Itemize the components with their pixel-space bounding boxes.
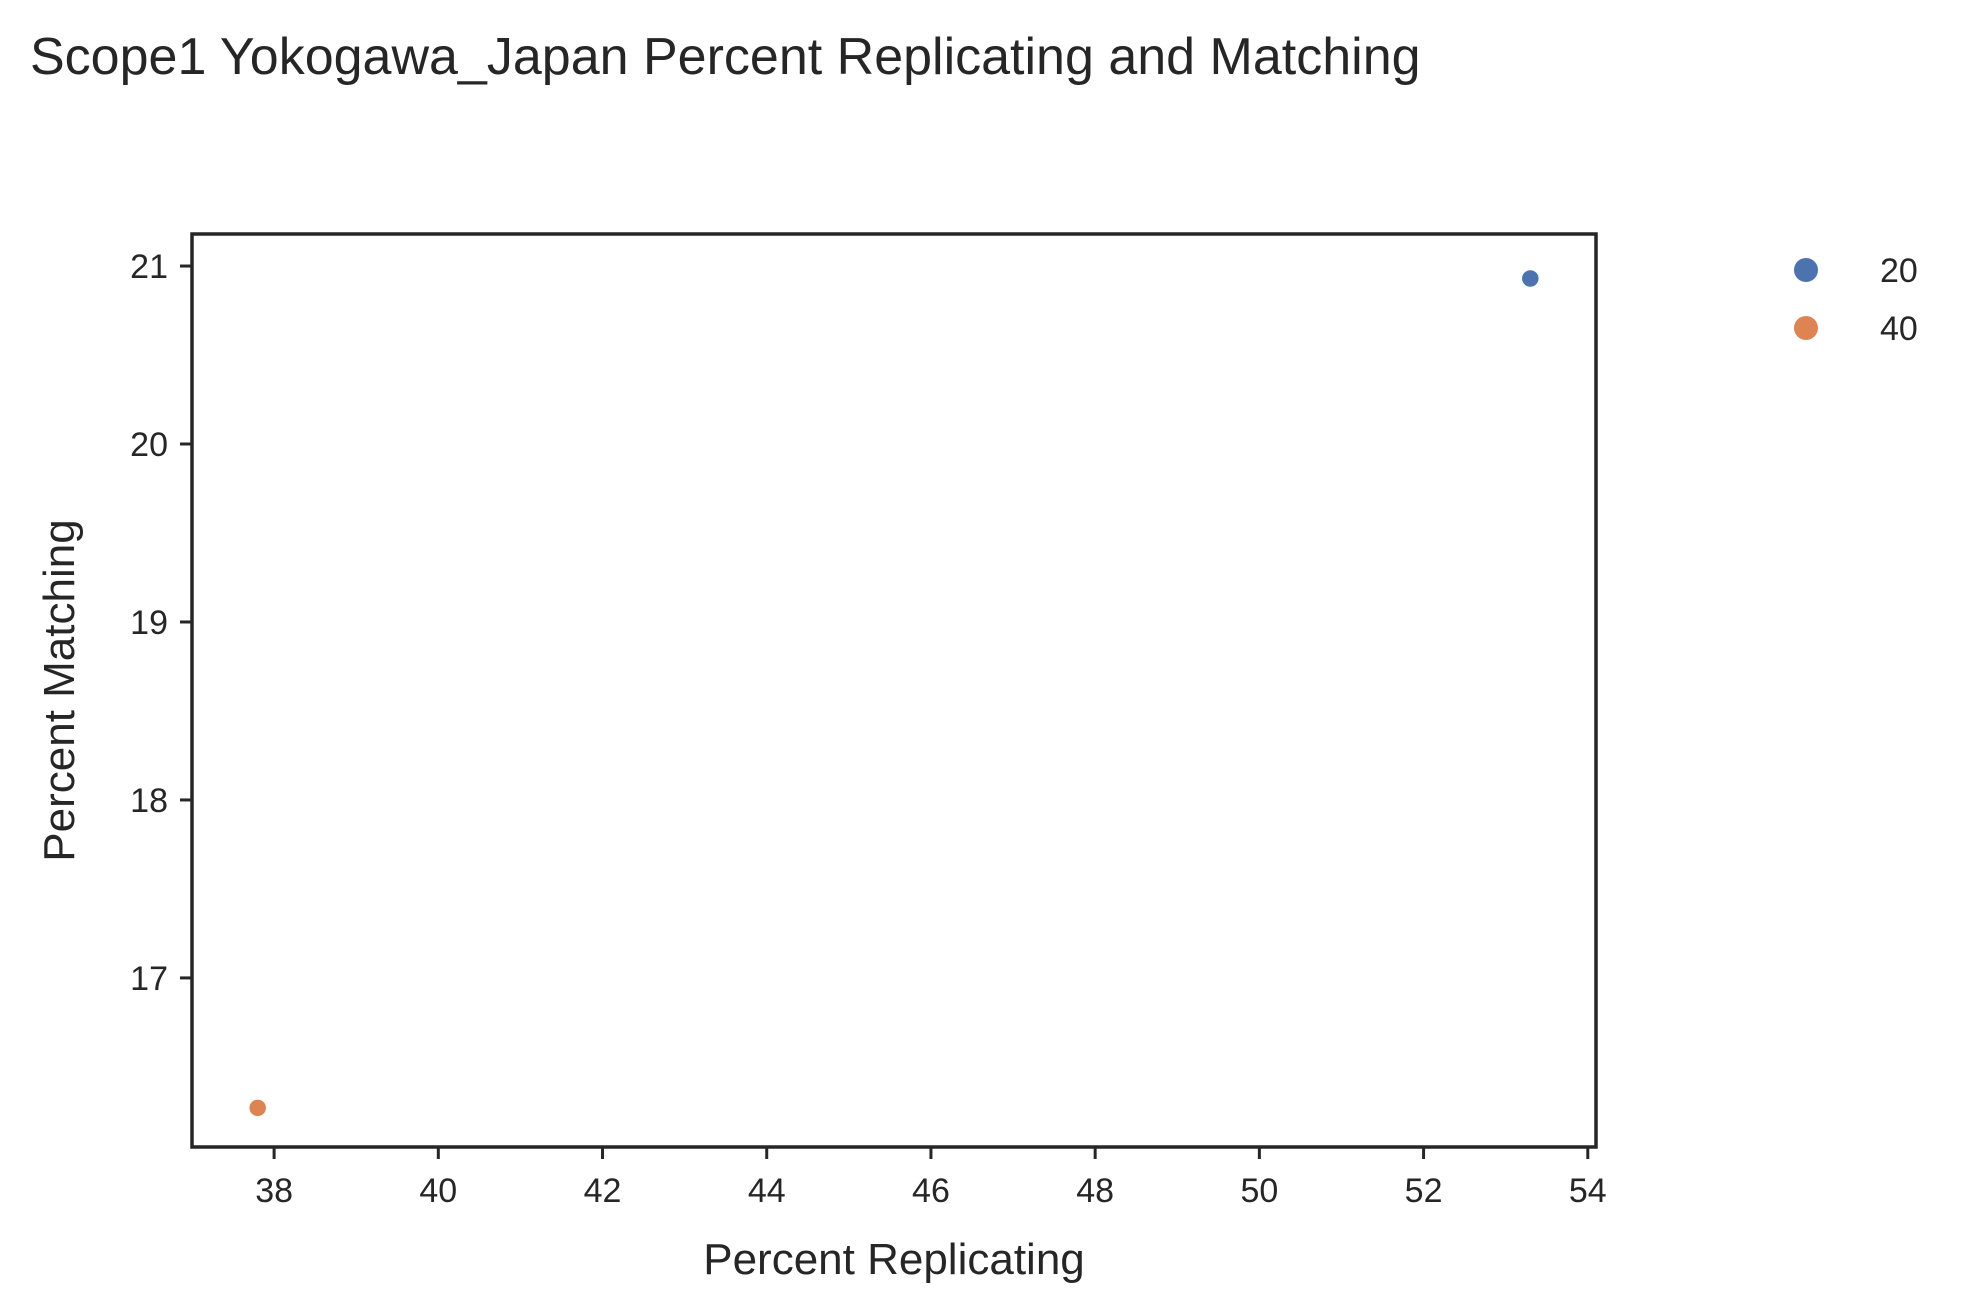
y-tick-label: 18	[130, 782, 168, 820]
data-points	[247, 268, 1541, 1118]
y-axis-ticks: 17 18 19 20 21	[130, 248, 192, 998]
legend-label-20: 20	[1880, 252, 1918, 290]
x-tick-label: 52	[1405, 1172, 1443, 1210]
x-tick-label: 40	[419, 1172, 457, 1210]
legend-marker-40	[1794, 316, 1818, 340]
chart-title: Scope1 Yokogawa_Japan Percent Replicatin…	[30, 28, 1421, 86]
y-tick-label: 21	[130, 248, 168, 286]
y-tick-label: 17	[130, 960, 168, 998]
y-axis-label: Percent Matching	[35, 519, 84, 861]
x-tick-label: 54	[1569, 1172, 1607, 1210]
x-tick-label: 38	[255, 1172, 293, 1210]
plot-area-frame	[190, 232, 1598, 1149]
legend-label-40: 40	[1880, 310, 1918, 348]
legend-marker-20	[1794, 258, 1818, 282]
x-axis-ticks: 38 40 42 44 46 48 50 52 54	[255, 1147, 1607, 1210]
x-tick-label: 44	[748, 1172, 786, 1210]
x-tick-label: 48	[1076, 1172, 1114, 1210]
data-point-40	[247, 1098, 268, 1118]
x-tick-label: 42	[584, 1172, 622, 1210]
x-tick-label: 50	[1240, 1172, 1278, 1210]
y-tick-label: 19	[130, 604, 168, 642]
data-point-20	[1520, 268, 1541, 289]
x-tick-label: 46	[912, 1172, 950, 1210]
x-axis-label: Percent Replicating	[703, 1235, 1085, 1284]
y-tick-label: 20	[130, 426, 168, 464]
